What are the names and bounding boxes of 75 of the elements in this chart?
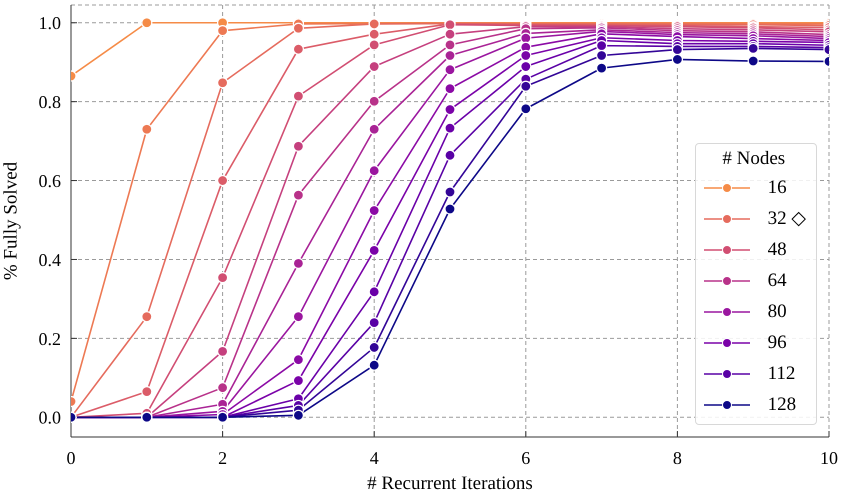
point bbox=[368, 244, 380, 256]
point bbox=[596, 40, 608, 52]
point bbox=[596, 50, 608, 62]
point bbox=[141, 17, 152, 28]
point bbox=[217, 346, 228, 357]
point bbox=[292, 44, 304, 55]
x-tick-label: 2 bbox=[218, 448, 228, 468]
point bbox=[292, 22, 304, 34]
legend-title: # Nodes bbox=[721, 148, 786, 170]
point bbox=[217, 25, 228, 36]
point bbox=[292, 140, 304, 152]
point bbox=[444, 64, 456, 76]
legend-label: 32 ◇ bbox=[768, 207, 806, 230]
point bbox=[444, 39, 456, 50]
legend-label: 64 bbox=[768, 270, 787, 292]
point bbox=[444, 104, 456, 116]
point bbox=[444, 186, 456, 198]
legend-label: 80 bbox=[768, 300, 787, 322]
x-tick-label: 4 bbox=[370, 448, 379, 468]
legend-label: 16 bbox=[768, 176, 787, 198]
point bbox=[520, 103, 532, 114]
point bbox=[596, 62, 608, 74]
point bbox=[368, 96, 380, 107]
point bbox=[444, 28, 456, 40]
point bbox=[520, 80, 532, 92]
point bbox=[672, 54, 683, 66]
x-tick-label: 6 bbox=[521, 448, 530, 468]
point bbox=[368, 165, 380, 176]
point bbox=[292, 374, 304, 386]
x-tick-label: 0 bbox=[66, 448, 76, 468]
legend-label: 128 bbox=[768, 394, 796, 416]
point bbox=[368, 204, 380, 216]
y-tick-label: 0.2 bbox=[38, 328, 61, 349]
point bbox=[368, 28, 380, 40]
point bbox=[292, 410, 304, 421]
legend-label: 48 bbox=[768, 238, 787, 260]
y-tick-label: 0.4 bbox=[38, 250, 61, 270]
point bbox=[368, 124, 380, 135]
x-axis-title: # Recurrent Iterations bbox=[367, 473, 533, 494]
point bbox=[292, 90, 304, 102]
x-tick-label: 10 bbox=[820, 448, 838, 468]
legend-label: 112 bbox=[768, 362, 796, 384]
point bbox=[292, 190, 304, 201]
legend-label: 96 bbox=[768, 332, 787, 354]
y-tick-label: 0.8 bbox=[38, 92, 61, 112]
point bbox=[748, 55, 759, 67]
point bbox=[217, 272, 228, 284]
point bbox=[368, 342, 380, 354]
point bbox=[141, 311, 152, 322]
point bbox=[444, 83, 456, 94]
y-tick-label: 0.6 bbox=[38, 170, 61, 191]
x-tick-label: 8 bbox=[672, 448, 682, 468]
point bbox=[141, 124, 152, 135]
point bbox=[368, 60, 380, 72]
point bbox=[368, 286, 380, 298]
point bbox=[368, 360, 380, 371]
point bbox=[672, 44, 683, 56]
point bbox=[444, 203, 456, 215]
point bbox=[217, 382, 228, 394]
point bbox=[368, 39, 380, 50]
point bbox=[444, 150, 456, 161]
point bbox=[141, 386, 152, 398]
point bbox=[292, 258, 304, 270]
y-tick-label: 0.0 bbox=[38, 408, 61, 428]
y-axis-title: % Fully Solved bbox=[0, 161, 22, 280]
point bbox=[368, 316, 380, 328]
point bbox=[444, 122, 456, 134]
point bbox=[520, 50, 532, 62]
point bbox=[444, 50, 456, 62]
point bbox=[520, 60, 532, 72]
point bbox=[292, 354, 304, 366]
point bbox=[217, 77, 228, 88]
y-tick-label: 1.0 bbox=[38, 13, 61, 34]
point bbox=[217, 174, 228, 186]
point bbox=[292, 311, 304, 322]
